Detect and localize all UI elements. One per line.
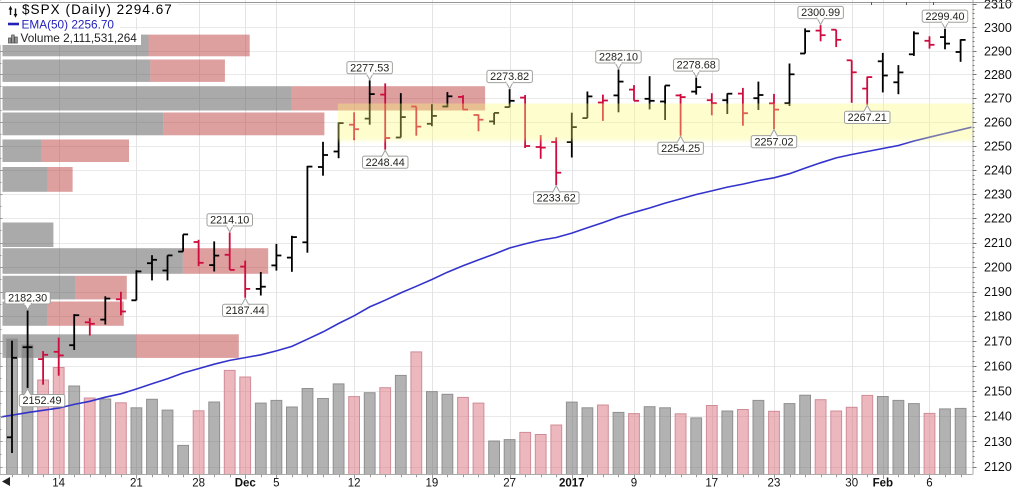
svg-text:2277.53: 2277.53 [350, 62, 389, 74]
svg-text:2240: 2240 [984, 163, 1012, 177]
svg-text:2214.10: 2214.10 [210, 215, 249, 227]
svg-text:2230: 2230 [984, 188, 1012, 202]
svg-text:2260: 2260 [984, 115, 1012, 129]
svg-text:2130: 2130 [984, 435, 1012, 449]
svg-text:23: 23 [768, 478, 781, 490]
svg-text:2300: 2300 [984, 21, 1012, 35]
svg-text:19: 19 [425, 478, 438, 490]
svg-text:2152.49: 2152.49 [22, 395, 61, 407]
svg-text:2170: 2170 [984, 335, 1012, 349]
svg-text:2200: 2200 [984, 261, 1012, 275]
svg-text:Dec: Dec [235, 478, 257, 490]
svg-text:2220: 2220 [984, 212, 1012, 226]
svg-text:30: 30 [845, 478, 858, 490]
svg-text:2150: 2150 [984, 384, 1012, 398]
svg-text:2310: 2310 [984, 0, 1012, 12]
svg-text:Volume 2,111,531,264: Volume 2,111,531,264 [21, 31, 138, 45]
svg-text:5: 5 [273, 478, 279, 490]
svg-text:2210: 2210 [984, 236, 1012, 250]
svg-text:2190: 2190 [984, 285, 1012, 299]
svg-text:2280: 2280 [984, 68, 1012, 82]
svg-text:2273.82: 2273.82 [490, 71, 529, 83]
svg-text:2299.40: 2299.40 [925, 11, 964, 23]
svg-text:12: 12 [348, 478, 361, 490]
svg-text:2017: 2017 [559, 478, 585, 490]
svg-text:2187.44: 2187.44 [226, 305, 265, 317]
svg-text:6: 6 [926, 478, 932, 490]
svg-text:2120: 2120 [984, 460, 1012, 474]
svg-text:9: 9 [631, 478, 637, 490]
svg-text:2233.62: 2233.62 [537, 192, 576, 204]
svg-text:2278.68: 2278.68 [677, 60, 716, 72]
svg-text:27: 27 [503, 478, 516, 490]
svg-text:2270: 2270 [984, 92, 1012, 106]
svg-text:2267.21: 2267.21 [848, 112, 887, 124]
svg-text:2248.44: 2248.44 [366, 157, 405, 169]
svg-text:EMA(50) 2256.70: EMA(50) 2256.70 [22, 18, 115, 32]
svg-text:2290: 2290 [984, 44, 1012, 58]
svg-text:Feb: Feb [873, 478, 893, 490]
svg-text:14: 14 [52, 478, 65, 490]
svg-text:2180: 2180 [984, 310, 1012, 324]
svg-text:28: 28 [192, 478, 205, 490]
svg-text:2160: 2160 [984, 359, 1012, 373]
svg-text:17: 17 [705, 478, 718, 490]
svg-text:2257.02: 2257.02 [754, 136, 793, 148]
svg-text:2282.10: 2282.10 [599, 52, 638, 64]
svg-text:$SPX (Daily) 2294.67: $SPX (Daily) 2294.67 [22, 2, 173, 17]
svg-text:2140: 2140 [984, 410, 1012, 424]
svg-text:2254.25: 2254.25 [661, 143, 700, 155]
svg-text:2250: 2250 [984, 139, 1012, 153]
svg-text:2300.99: 2300.99 [801, 7, 840, 19]
svg-text:2182.30: 2182.30 [8, 293, 47, 305]
svg-text:21: 21 [130, 478, 143, 490]
